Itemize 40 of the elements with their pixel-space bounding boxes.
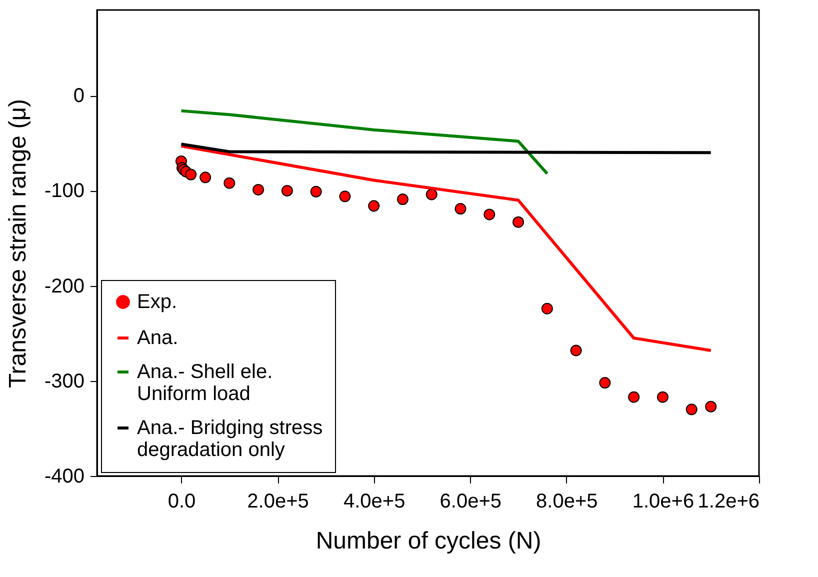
point: [368, 200, 380, 212]
point: [200, 172, 212, 184]
legend-label: Exp.: [137, 291, 178, 313]
x-tick-label: 1.2e+6: [698, 490, 760, 512]
x-axis-title: Number of cycles (N): [316, 528, 542, 554]
point: [484, 208, 496, 220]
y-tick-label: -100: [44, 180, 84, 202]
point: [628, 391, 640, 403]
y-tick-label: 0: [73, 85, 84, 108]
line-series: [180, 109, 549, 176]
point: [705, 400, 717, 412]
point: [252, 184, 264, 196]
point: [512, 216, 524, 228]
point: [339, 190, 351, 202]
x-tick-label: 8.0e+5: [536, 490, 598, 512]
point: [686, 404, 698, 416]
point: [599, 377, 611, 389]
y-tick-label: -300: [44, 370, 84, 392]
point: [426, 188, 438, 200]
point: [656, 391, 668, 403]
x-tick-label: 1.0e+6: [632, 490, 694, 512]
legend-label: Ana.: [137, 327, 178, 349]
point: [396, 194, 408, 205]
y-axis-title: Transverse strain range (μ): [4, 98, 32, 388]
legend-label: Ana.- Bridging stress degradation only: [137, 417, 323, 461]
point: [310, 186, 322, 198]
point: [541, 302, 553, 314]
y-tick-label: -200: [44, 275, 84, 298]
x-tick-label: 0.0: [168, 490, 196, 512]
point: [281, 184, 293, 196]
x-tick-label: 4.0e+5: [343, 490, 406, 512]
x-tick-label: 6.0e+5: [440, 490, 502, 512]
y-tick-label: -400: [44, 466, 84, 488]
point: [224, 177, 236, 189]
point: [454, 203, 466, 214]
point: [185, 168, 197, 180]
point: [570, 344, 582, 356]
legend-label: Ana.- Shell ele. Uniform load: [137, 361, 273, 405]
x-tick-label: 2.0e+5: [247, 490, 309, 512]
line-series: [180, 144, 712, 352]
